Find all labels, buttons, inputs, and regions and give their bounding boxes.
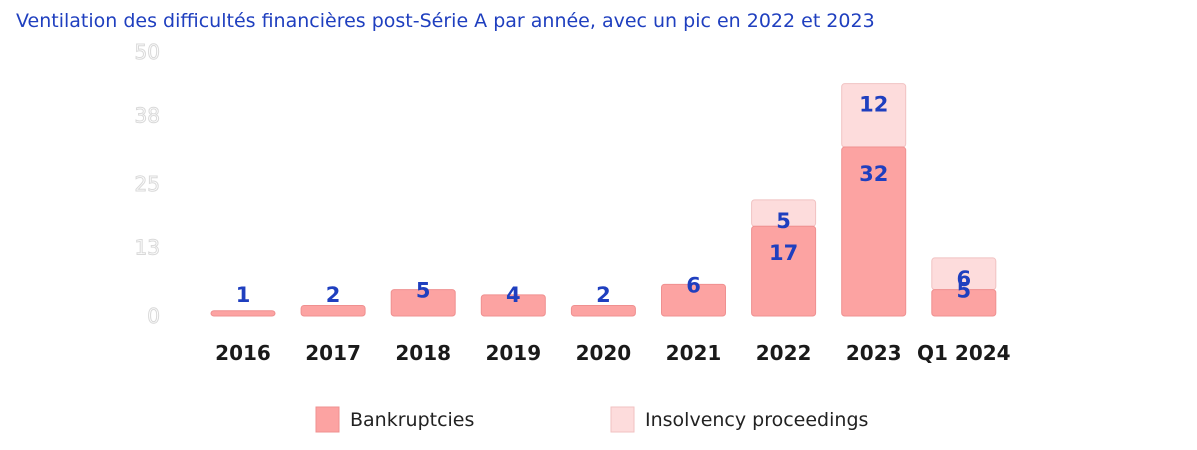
data-label-insolvency: 12 xyxy=(859,93,888,117)
bar-group xyxy=(390,289,456,317)
legend-item: Insolvency proceedings xyxy=(610,406,868,433)
y-axis: 0 13 25 38 50 xyxy=(134,40,160,329)
data-label-insolvency: 6 xyxy=(956,267,971,291)
data-label-bankruptcies: 5 xyxy=(956,279,971,303)
bar-bankruptcies xyxy=(480,294,546,317)
x-tick-label: Q1 2024 xyxy=(917,341,1011,365)
bar-group xyxy=(480,294,546,317)
data-label-bankruptcies: 32 xyxy=(859,162,888,186)
data-label-bankruptcies: 4 xyxy=(506,283,521,307)
bar-bankruptcies xyxy=(931,289,997,317)
bar-bankruptcies xyxy=(210,310,276,317)
legend: Bankruptcies Insolvency proceedings xyxy=(315,406,868,433)
data-label-insolvency: 5 xyxy=(776,209,791,233)
x-axis: 2016 2017 2018 2019 2020 2021 2022 2023 Q1 2024 xyxy=(215,341,1010,365)
legend-label: Insolvency proceedings xyxy=(645,409,868,431)
data-label-bankruptcies: 17 xyxy=(769,241,798,265)
legend-label: Bankruptcies xyxy=(350,409,474,431)
x-tick-label: 2016 xyxy=(215,341,271,365)
data-label-bankruptcies: 6 xyxy=(686,273,701,297)
bar-bankruptcies xyxy=(661,283,726,317)
y-tick-label: 0 xyxy=(147,304,160,328)
x-tick-label: 2021 xyxy=(666,341,722,365)
bar-group xyxy=(570,304,636,317)
bar-group xyxy=(841,83,907,317)
data-label-bankruptcies: 1 xyxy=(236,283,251,307)
data-label-bankruptcies: 2 xyxy=(326,283,341,307)
bar-bankruptcies xyxy=(751,225,817,317)
x-tick-label: 2018 xyxy=(395,341,451,365)
bar-group xyxy=(300,304,366,317)
y-tick-label: 50 xyxy=(135,40,160,64)
bar-bankruptcies xyxy=(570,304,636,317)
bar-bankruptcies xyxy=(841,146,907,317)
x-tick-label: 2020 xyxy=(576,341,632,365)
data-label-bankruptcies: 2 xyxy=(596,283,611,307)
y-tick-label: 13 xyxy=(135,235,160,259)
y-tick-label: 38 xyxy=(135,103,160,127)
legend-swatch xyxy=(315,406,340,433)
x-tick-label: 2017 xyxy=(305,341,361,365)
data-label-bankruptcies: 5 xyxy=(416,279,431,303)
bar-group xyxy=(661,283,726,317)
x-tick-label: 2019 xyxy=(485,341,541,365)
x-tick-label: 2022 xyxy=(756,341,812,365)
bar-group xyxy=(931,257,997,317)
bar-group xyxy=(210,310,276,317)
legend-item: Bankruptcies xyxy=(315,406,474,433)
bar-group xyxy=(751,199,817,317)
bar-bankruptcies xyxy=(300,304,366,317)
bar-bankruptcies xyxy=(390,289,456,317)
y-tick-label: 25 xyxy=(135,172,160,196)
legend-swatch xyxy=(610,406,635,433)
bars xyxy=(210,83,997,317)
chart-title: Ventilation des difficultés financières … xyxy=(16,10,875,32)
x-tick-label: 2023 xyxy=(846,341,902,365)
